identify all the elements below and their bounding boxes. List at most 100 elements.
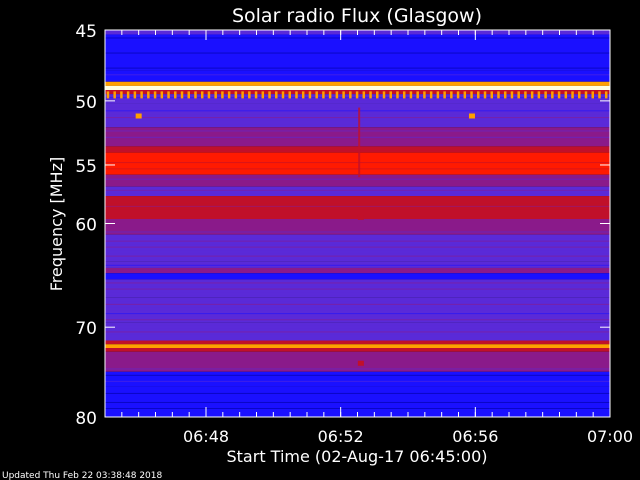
burst-tick [227,91,231,99]
burst-tick [207,91,211,99]
burst-tick [308,91,312,99]
band-texture-line [105,383,610,385]
intensity-band [105,344,610,348]
band-texture-line [105,368,610,370]
band-texture-line [105,178,610,180]
band-texture-line [105,361,610,363]
intensity-band [105,347,610,352]
burst-tick [120,91,123,99]
burst-tick [335,91,339,99]
burst-tick [254,91,258,99]
burst-tick [429,91,433,99]
band-texture-line [105,171,610,173]
band-texture-line [105,404,610,406]
burst-tick [180,91,184,99]
band-texture-line [105,392,610,394]
burst-tick [187,91,190,99]
vertical-streak [358,107,361,178]
band-texture-line [105,316,610,318]
band-texture-line [105,46,610,48]
band-texture-line [105,231,610,233]
burst-tick [113,91,116,99]
burst-tick [456,91,460,99]
burst-tick [578,91,581,99]
burst-tick [463,91,467,99]
band-texture-line [105,228,610,230]
band-texture-line [105,55,610,57]
band-texture-line [105,306,610,308]
band-texture-line [105,189,610,191]
band-texture-line [105,243,610,245]
burst-tick [362,91,366,99]
y-tick-label: 70 [75,319,97,339]
burst-tick [524,91,527,99]
burst-tick [497,91,500,99]
spectrogram-plot [105,30,610,417]
burst-tick [389,91,392,99]
burst-tick [564,91,568,99]
burst-tick [443,91,446,99]
burst-tick [551,91,554,99]
burst-tick [174,91,177,99]
chart-title: Solar radio Flux (Glasgow) [232,5,482,27]
band-texture-line [105,212,610,214]
intensity-band [105,81,610,86]
burst-tick [517,91,520,99]
burst-tick [241,91,244,99]
burst-tick [382,91,386,99]
band-texture-line [105,78,610,80]
burst-tick [591,91,594,99]
band-texture-line [105,205,610,207]
burst-tick [510,91,514,99]
burst-tick [537,91,541,99]
band-texture-line [105,162,610,164]
burst-tick [349,91,352,99]
band-texture-line [105,325,610,327]
x-tick-label: 06:56 [452,427,498,446]
burst-tick [436,91,440,99]
burst-tick [342,91,345,99]
y-tick-label: 60 [75,216,97,236]
y-tick-label: 80 [75,409,97,429]
intensity-band [105,70,610,82]
band-texture-line [105,331,610,333]
burst-tick [470,91,473,99]
burst-tick [328,91,332,99]
band-texture-line [105,168,610,170]
intensity-band [105,234,610,262]
band-texture-line [105,192,610,194]
x-tick-label: 06:48 [183,427,229,446]
y-tick-label: 50 [75,93,97,113]
band-texture-line [105,215,610,217]
burst-tick [106,91,110,99]
band-texture-line [105,255,610,257]
intensity-band [105,340,610,345]
band-texture-line [105,133,610,135]
band-texture-line [105,303,610,305]
burst-tick [604,91,608,99]
burst-tick [557,91,561,99]
burst-tick [214,91,217,99]
band-texture-line [105,380,610,382]
burst-tick [153,91,157,99]
band-texture-line [105,398,610,400]
burst-tick [234,91,238,99]
intensity-band [105,85,610,91]
spot-marker [468,113,475,119]
burst-tick [133,91,137,99]
band-texture-line [105,328,610,330]
burst-tick [160,91,164,99]
burst-tick [571,91,574,99]
burst-tick [275,91,278,99]
burst-tick [503,91,507,99]
band-texture-line [105,374,610,376]
intensity-band [105,94,610,104]
band-texture-line [105,291,610,293]
burst-tick [295,91,298,99]
band-texture-line [105,61,610,63]
band-texture-line [105,276,610,278]
spot-marker [135,113,142,119]
band-texture-line [105,120,610,122]
band-texture-line [105,240,610,242]
